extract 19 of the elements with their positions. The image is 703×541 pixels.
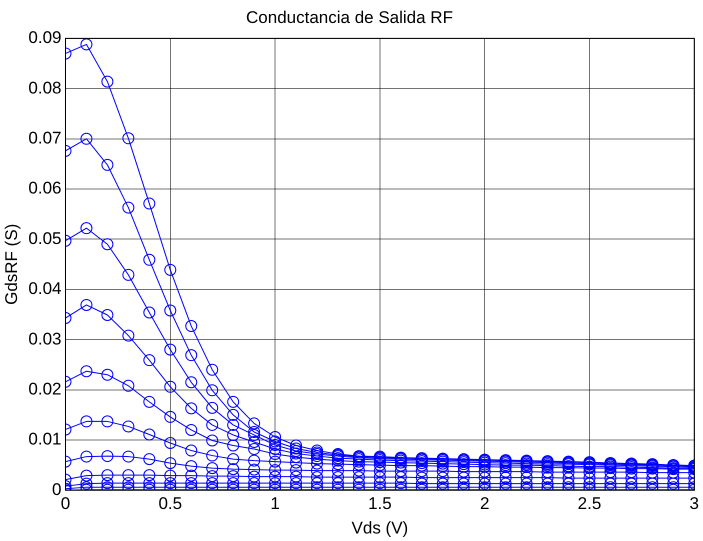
- x-tick-label: 1: [270, 494, 280, 514]
- y-tick-label: 0.06: [28, 178, 62, 198]
- y-tick-label: 0.01: [28, 430, 62, 449]
- y-tick-label: 0: [52, 480, 62, 499]
- x-tick-label: 1.5: [368, 494, 392, 514]
- y-tick-label: 0.03: [28, 329, 62, 348]
- y-tick-label: 0.07: [28, 128, 62, 148]
- x-tick-label: 0.5: [158, 494, 182, 514]
- chart-title: Conductancia de Salida RF: [246, 8, 453, 27]
- x-tick-label: 3: [690, 494, 700, 514]
- y-tick-label: 0.08: [28, 78, 62, 98]
- y-axis-title: GdsRF (S): [2, 224, 21, 305]
- y-tick-label: 0.09: [28, 28, 62, 48]
- x-tick-label: 2: [480, 494, 490, 514]
- y-tick-label: 0.04: [28, 279, 62, 298]
- y-tick-label: 0.05: [28, 228, 62, 248]
- x-axis-title: Vds (V): [352, 518, 408, 538]
- x-tick-label: 2.5: [578, 494, 602, 514]
- y-tick-label: 0.02: [28, 379, 62, 398]
